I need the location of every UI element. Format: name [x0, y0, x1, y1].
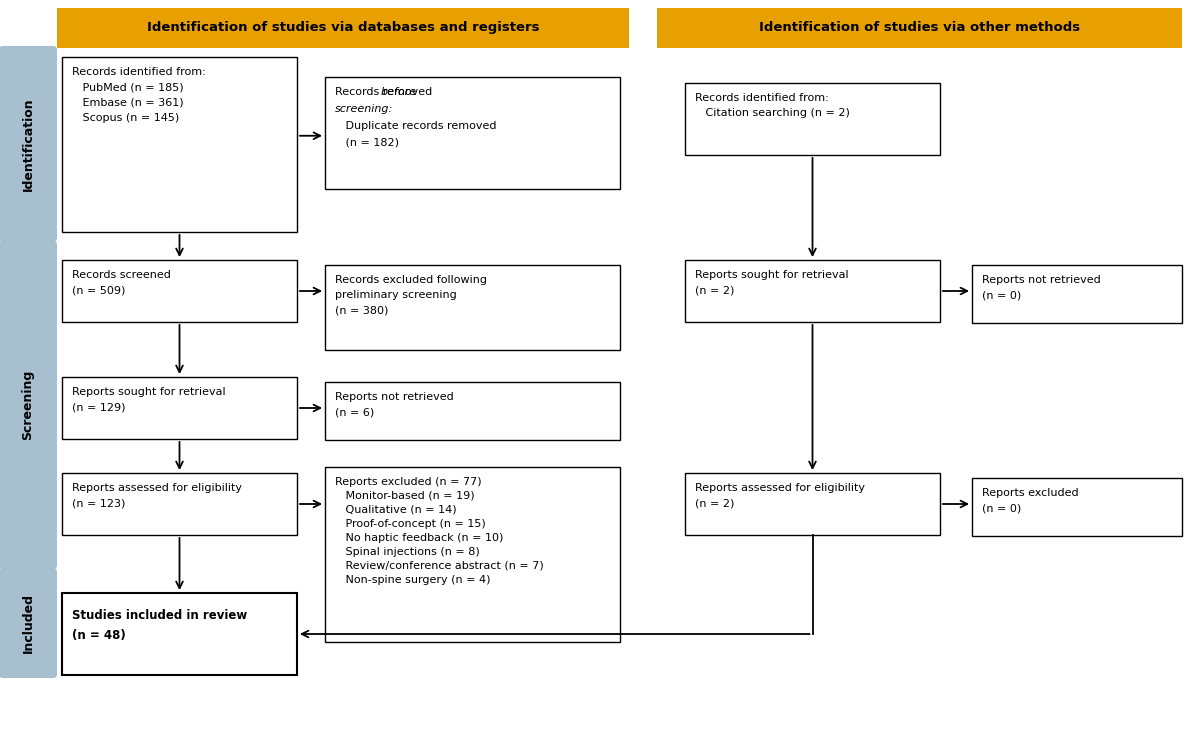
FancyBboxPatch shape [325, 382, 620, 440]
Text: screening:: screening: [335, 103, 394, 114]
Text: Records removed: Records removed [335, 87, 436, 97]
Text: Reports sought for retrieval
(n = 129): Reports sought for retrieval (n = 129) [72, 387, 226, 412]
Text: Reports not retrieved
(n = 0): Reports not retrieved (n = 0) [982, 275, 1100, 300]
FancyBboxPatch shape [62, 260, 298, 322]
Text: before: before [380, 87, 418, 97]
Text: Records identified from:
   Citation searching (n = 2): Records identified from: Citation search… [695, 93, 850, 119]
FancyBboxPatch shape [685, 473, 940, 535]
Text: Records excluded following
preliminary screening
(n = 380): Records excluded following preliminary s… [335, 275, 487, 316]
Text: Records screened
(n = 509): Records screened (n = 509) [72, 270, 170, 295]
FancyBboxPatch shape [658, 8, 1182, 48]
Text: Identification of studies via databases and registers: Identification of studies via databases … [146, 21, 539, 35]
FancyBboxPatch shape [685, 260, 940, 322]
Text: Reports excluded (n = 77)
   Monitor-based (n = 19)
   Qualitative (n = 14)
   P: Reports excluded (n = 77) Monitor-based … [335, 477, 544, 585]
Text: Duplicate records removed: Duplicate records removed [335, 121, 497, 131]
Text: Reports assessed for eligibility
(n = 123): Reports assessed for eligibility (n = 12… [72, 483, 242, 508]
FancyBboxPatch shape [972, 478, 1182, 536]
Text: Identification of studies via other methods: Identification of studies via other meth… [758, 21, 1080, 35]
Text: Identification: Identification [22, 97, 35, 191]
FancyBboxPatch shape [325, 467, 620, 642]
Text: Reports sought for retrieval
(n = 2): Reports sought for retrieval (n = 2) [695, 270, 848, 295]
Text: Included: Included [22, 593, 35, 653]
FancyBboxPatch shape [0, 46, 58, 242]
FancyBboxPatch shape [0, 241, 58, 569]
Text: Reports excluded
(n = 0): Reports excluded (n = 0) [982, 488, 1079, 513]
FancyBboxPatch shape [972, 265, 1182, 323]
FancyBboxPatch shape [62, 593, 298, 675]
Text: (n = 182): (n = 182) [335, 137, 398, 147]
Text: Reports assessed for eligibility
(n = 2): Reports assessed for eligibility (n = 2) [695, 483, 865, 508]
FancyBboxPatch shape [62, 473, 298, 535]
FancyBboxPatch shape [62, 377, 298, 439]
FancyBboxPatch shape [62, 57, 298, 232]
Text: Studies included in review
(n = 48): Studies included in review (n = 48) [72, 609, 247, 642]
FancyBboxPatch shape [0, 568, 58, 678]
FancyBboxPatch shape [325, 265, 620, 350]
FancyBboxPatch shape [325, 77, 620, 189]
Text: Reports not retrieved
(n = 6): Reports not retrieved (n = 6) [335, 392, 454, 418]
FancyBboxPatch shape [58, 8, 629, 48]
Text: Screening: Screening [22, 370, 35, 440]
Text: Records identified from:
   PubMed (n = 185)
   Embase (n = 361)
   Scopus (n = : Records identified from: PubMed (n = 185… [72, 67, 205, 122]
FancyBboxPatch shape [685, 83, 940, 155]
